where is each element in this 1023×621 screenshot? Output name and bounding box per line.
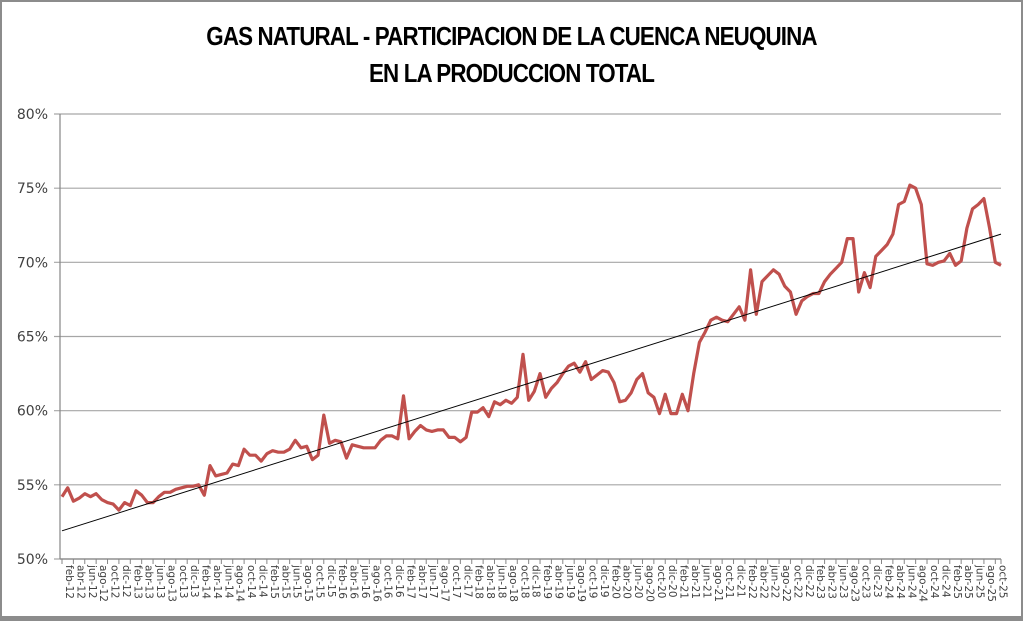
x-tick-label: ago-19: [575, 565, 587, 602]
x-tick-label: ago-15: [302, 565, 314, 602]
x-tick-label: ago-14: [234, 565, 246, 602]
x-tick-label: jun-15: [291, 564, 303, 598]
x-tick-label: abr-12: [74, 565, 86, 599]
x-tick-label: dic-17: [461, 565, 473, 598]
x-tick-label: dic-14: [256, 565, 268, 598]
x-tick-label: oct-15: [313, 565, 325, 598]
x-tick-label: abr-18: [484, 565, 496, 599]
y-axis: 50% 55% 60% 65% 70% 75% 80%: [17, 107, 60, 568]
x-tick-label: jun-13: [154, 564, 166, 598]
x-tick-label: feb-15: [268, 565, 280, 599]
x-tick-label: feb-13: [131, 565, 143, 599]
x-tick-label: abr-22: [757, 565, 769, 599]
x-tick-label: jun-23: [837, 564, 849, 598]
y-tick-label: 75%: [17, 181, 48, 197]
x-tick-label: feb-12: [63, 565, 75, 599]
x-tick-label: ago-17: [439, 565, 451, 602]
x-tick-label: feb-24: [882, 565, 894, 599]
x-tick-label: abr-14: [211, 565, 223, 599]
x-tick-label: feb-19: [541, 565, 553, 599]
gridlines: [54, 114, 1001, 559]
x-tick-label: ago-13: [165, 565, 177, 602]
x-tick-label: abr-25: [962, 565, 974, 599]
x-tick-label: jun-22: [769, 564, 781, 598]
y-tick-label: 60%: [17, 404, 48, 420]
y-tick-label: 50%: [17, 552, 48, 568]
x-tick-label: abr-15: [279, 565, 291, 599]
x-tick-label: dic-15: [325, 565, 337, 598]
x-tick-label: ago-12: [97, 565, 109, 602]
x-tick-label: feb-17: [404, 565, 416, 599]
x-tick-label: ago-24: [917, 565, 929, 602]
y-tick-label: 80%: [17, 107, 48, 123]
x-tick-label: abr-21: [689, 565, 701, 599]
x-tick-label: abr-17: [416, 565, 428, 599]
x-tick-label: dic-22: [803, 565, 815, 598]
x-tick-label: feb-18: [473, 565, 485, 599]
x-tick-label: feb-22: [746, 565, 758, 599]
x-tick-label: jun-14: [222, 564, 234, 599]
x-tick-label: dic-24: [939, 565, 951, 598]
x-tick-label: jun-18: [496, 564, 508, 598]
x-tick-label: jun-21: [700, 564, 712, 598]
x-tick-label: ago-22: [780, 565, 792, 602]
series-line-cuenca-neuquina: [62, 185, 1001, 510]
x-tick-label: ago-25: [985, 565, 997, 602]
x-tick-label: oct-20: [655, 565, 667, 598]
x-tick-label: oct-23: [860, 565, 872, 598]
x-tick-label: abr-23: [826, 565, 838, 599]
x-tick-label: dic-18: [530, 565, 542, 598]
trendline: [62, 234, 1001, 531]
x-tick-label: jun-20: [632, 564, 644, 598]
x-tick-label: oct-17: [450, 565, 462, 598]
x-tick-label: feb-21: [678, 565, 690, 599]
x-tick-label: ago-18: [507, 565, 519, 602]
x-tick-label: ago-16: [370, 565, 382, 602]
x-tick-label: dic-21: [735, 565, 747, 598]
series-group: [62, 185, 1001, 531]
x-tick-label: jun-16: [359, 564, 371, 599]
x-tick-label: dic-16: [393, 565, 405, 598]
x-tick-label: jun-17: [427, 564, 439, 598]
x-tick-label: ago-23: [848, 565, 860, 602]
x-tick-label: feb-16: [336, 565, 348, 599]
x-tick-label: oct-16: [382, 565, 394, 599]
x-tick-label: dic-19: [598, 565, 610, 598]
x-tick-label: ago-21: [712, 565, 724, 602]
x-tick-label: jun-19: [564, 564, 576, 598]
x-tick-label: jun-12: [86, 564, 98, 598]
x-tick-label: abr-20: [621, 565, 633, 599]
x-tick-label: dic-13: [188, 565, 200, 598]
x-tick-label: oct-21: [723, 565, 735, 598]
x-tick-label: jun-25: [974, 564, 986, 598]
x-tick-label: abr-16: [348, 565, 360, 599]
x-tick-label: dic-12: [120, 565, 132, 598]
x-tick-label: feb-14: [200, 565, 212, 599]
x-tick-label: oct-19: [587, 565, 599, 598]
x-tick-label: jun-24: [905, 564, 917, 599]
y-tick-label: 65%: [17, 330, 48, 346]
x-tick-label: oct-13: [177, 565, 189, 598]
x-tick-label: oct-24: [928, 565, 940, 599]
x-tick-label: abr-19: [552, 565, 564, 599]
y-tick-label: 55%: [17, 478, 48, 494]
x-tick-label: abr-24: [894, 565, 906, 599]
x-tick-label: feb-20: [609, 565, 621, 599]
x-tick-label: oct-25: [996, 565, 1008, 598]
x-tick-label: dic-20: [666, 565, 678, 598]
x-tick-label: feb-25: [951, 565, 963, 599]
x-tick-label: oct-18: [518, 565, 530, 598]
y-tick-label: 70%: [17, 255, 48, 271]
x-tick-label: oct-12: [109, 565, 121, 598]
x-tick-label: oct-14: [245, 565, 257, 599]
x-tick-label: feb-23: [814, 565, 826, 599]
x-tick-label: oct-22: [791, 565, 803, 598]
x-tick-label: abr-13: [143, 565, 155, 599]
x-tick-label: dic-23: [871, 565, 883, 598]
x-tick-label: ago-20: [643, 565, 655, 602]
